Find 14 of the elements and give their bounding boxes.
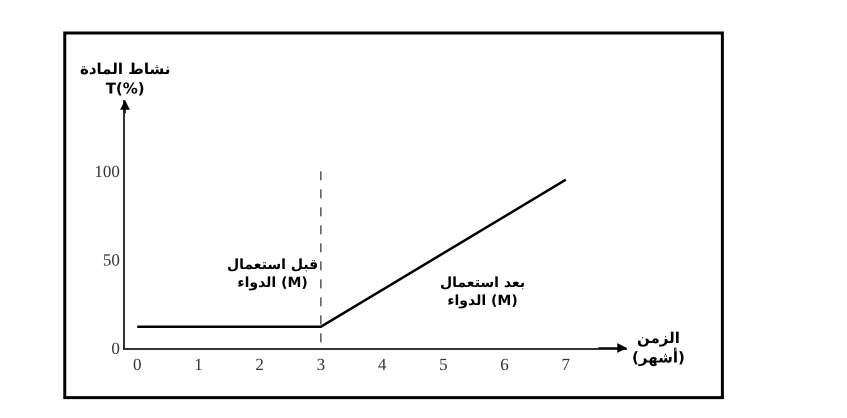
x-axis-title: الزمن (أشهر)	[632, 329, 685, 366]
x-tick-label: 5	[439, 355, 448, 374]
x-tick-label: 1	[194, 355, 203, 374]
x-tick-label: 4	[378, 355, 387, 374]
x-tick-label: 0	[132, 355, 142, 374]
annotation: قبل استعمال الدواء (M)	[227, 257, 318, 292]
y-tick-label: 50	[102, 250, 120, 270]
annotation: بعد استعمال الدواء (M)	[440, 275, 526, 310]
y-tick-label: 0	[111, 338, 120, 358]
x-tick-label: 2	[255, 355, 264, 374]
x-tick-label: 7	[562, 355, 571, 374]
y-tick-label: 100	[94, 162, 120, 181]
x-tick-label: 3	[316, 355, 326, 374]
x-tick-label: 6	[500, 355, 509, 374]
